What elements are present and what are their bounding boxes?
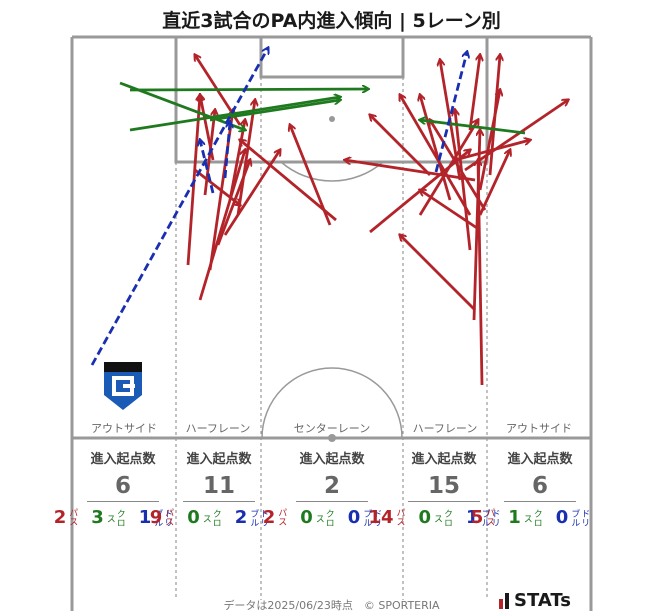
dribble-arrow xyxy=(90,48,268,366)
cross-label: クロス xyxy=(313,509,334,527)
dribble-count: 2 xyxy=(234,507,248,528)
pass-label: パス xyxy=(163,508,174,526)
dribble-count: 0 xyxy=(347,507,361,528)
cross-arrows xyxy=(119,81,526,135)
pass-arrow xyxy=(345,160,476,182)
entry-total: 11 xyxy=(202,473,235,499)
pass-arrow xyxy=(468,55,480,131)
dribble-label: ドリブル xyxy=(569,509,590,527)
lane-label-center: センターレーン xyxy=(293,422,371,435)
lane-label-left-outside: アウトサイド xyxy=(91,422,157,435)
cross-label: クロス xyxy=(200,509,221,527)
pass-arrow xyxy=(478,150,510,216)
dribble-label: ドリブル xyxy=(248,509,269,527)
dribble-arrow xyxy=(434,52,467,173)
cross-count: 3 xyxy=(91,507,104,528)
lane-label-left-half: ハーフレーン xyxy=(185,422,251,435)
dribble-label: ドリブル xyxy=(479,509,500,527)
pass-arrow xyxy=(400,235,476,311)
pass-arrow xyxy=(418,120,478,216)
pass-arrow xyxy=(194,168,240,205)
entry-total: 15 xyxy=(427,473,460,499)
penalty-spot xyxy=(329,116,335,122)
pass-arrow xyxy=(488,55,500,176)
pass-arrow xyxy=(472,130,480,321)
dribble-label: ドリブル xyxy=(361,509,382,527)
pass-count: 2 xyxy=(53,507,67,528)
cross-count: 0 xyxy=(300,507,313,528)
pass-count: 2 xyxy=(262,507,276,528)
center-circle xyxy=(261,367,403,439)
page-title: 直近3試合のPA内進入傾向 | 5レーン別 xyxy=(162,10,501,32)
pass-arrow xyxy=(420,95,452,201)
lane-stats-center: 進入起点数 2 2 パス 0 クロス 0 ドリブル xyxy=(263,448,382,528)
stats-logo-text: STATs xyxy=(514,590,571,611)
cross-count: 1 xyxy=(508,507,521,528)
cross-arrow xyxy=(209,100,340,122)
dribble-arrow xyxy=(223,122,230,179)
dribble-count: 0 xyxy=(555,507,569,528)
pass-arrow xyxy=(370,115,431,176)
pass-arrow xyxy=(290,125,332,226)
lane-stats-right-half: 進入起点数 15 14 パス 0 クロス 1 ドリブル xyxy=(368,448,499,528)
entry-total: 6 xyxy=(531,473,548,499)
lane-dividers xyxy=(175,77,488,600)
pass-arrow xyxy=(228,120,245,201)
team-crest-icon xyxy=(104,362,142,410)
stats-logo-icon xyxy=(499,592,509,609)
penalty-arc xyxy=(280,161,384,182)
pass-arrow xyxy=(240,140,337,222)
entry-count-label: 進入起点数 xyxy=(299,452,365,467)
lane-stats-right-outside: 進入起点数 6 5 パス 1 クロス 0 ドリブル xyxy=(471,448,590,528)
dribble-count: 1 xyxy=(466,507,479,528)
pass-arrow xyxy=(455,110,472,251)
entry-count-label: 進入起点数 xyxy=(411,452,477,467)
dribble-arrow xyxy=(200,140,215,194)
pass-label: パス xyxy=(484,508,495,526)
footer-credit: データは2025/06/23時点 © SPORTERIA xyxy=(223,599,440,612)
pass-label: パス xyxy=(67,508,78,526)
pass-count: 9 xyxy=(149,507,163,528)
dribble-count: 1 xyxy=(138,507,152,528)
cross-arrow xyxy=(129,97,340,132)
dribble-arrows xyxy=(90,48,467,366)
lane-stats-left-half: 進入起点数 11 9 パス 0 クロス 2 ドリブル xyxy=(150,448,269,528)
cross-label: クロス xyxy=(521,509,542,527)
cross-label: クロス xyxy=(104,509,125,527)
lane-stats-left-outside: 進入起点数 6 2 パス 3 クロス 1 ドリブル xyxy=(54,448,173,528)
entry-total: 6 xyxy=(114,473,131,499)
cross-arrow xyxy=(420,120,526,135)
lane-label-right-half: ハーフレーン xyxy=(412,422,478,435)
pass-arrow xyxy=(454,140,530,162)
cross-count: 0 xyxy=(418,507,432,528)
pass-arrow xyxy=(198,150,245,301)
pass-arrows xyxy=(186,55,568,386)
center-spot xyxy=(328,434,336,442)
entry-total: 2 xyxy=(323,473,340,499)
cross-label: クロス xyxy=(432,509,453,527)
cross-arrow xyxy=(129,89,368,90)
pass-count: 5 xyxy=(470,507,484,528)
entry-count-label: 進入起点数 xyxy=(90,452,156,467)
pass-arrow xyxy=(236,100,255,216)
pass-arrow xyxy=(464,100,568,172)
pass-arrow xyxy=(400,95,472,216)
entry-count-label: 進入起点数 xyxy=(507,452,573,467)
stats-logo: STATs xyxy=(499,590,571,611)
cross-count: 0 xyxy=(187,507,200,528)
dribble-label: ドリブル xyxy=(152,509,173,527)
pass-label: パス xyxy=(276,508,287,526)
pass-label: パス xyxy=(394,508,405,526)
entry-count-label: 進入起点数 xyxy=(186,452,252,467)
pass-count: 14 xyxy=(368,507,394,528)
lane-label-right-outside: アウトサイド xyxy=(506,422,572,435)
